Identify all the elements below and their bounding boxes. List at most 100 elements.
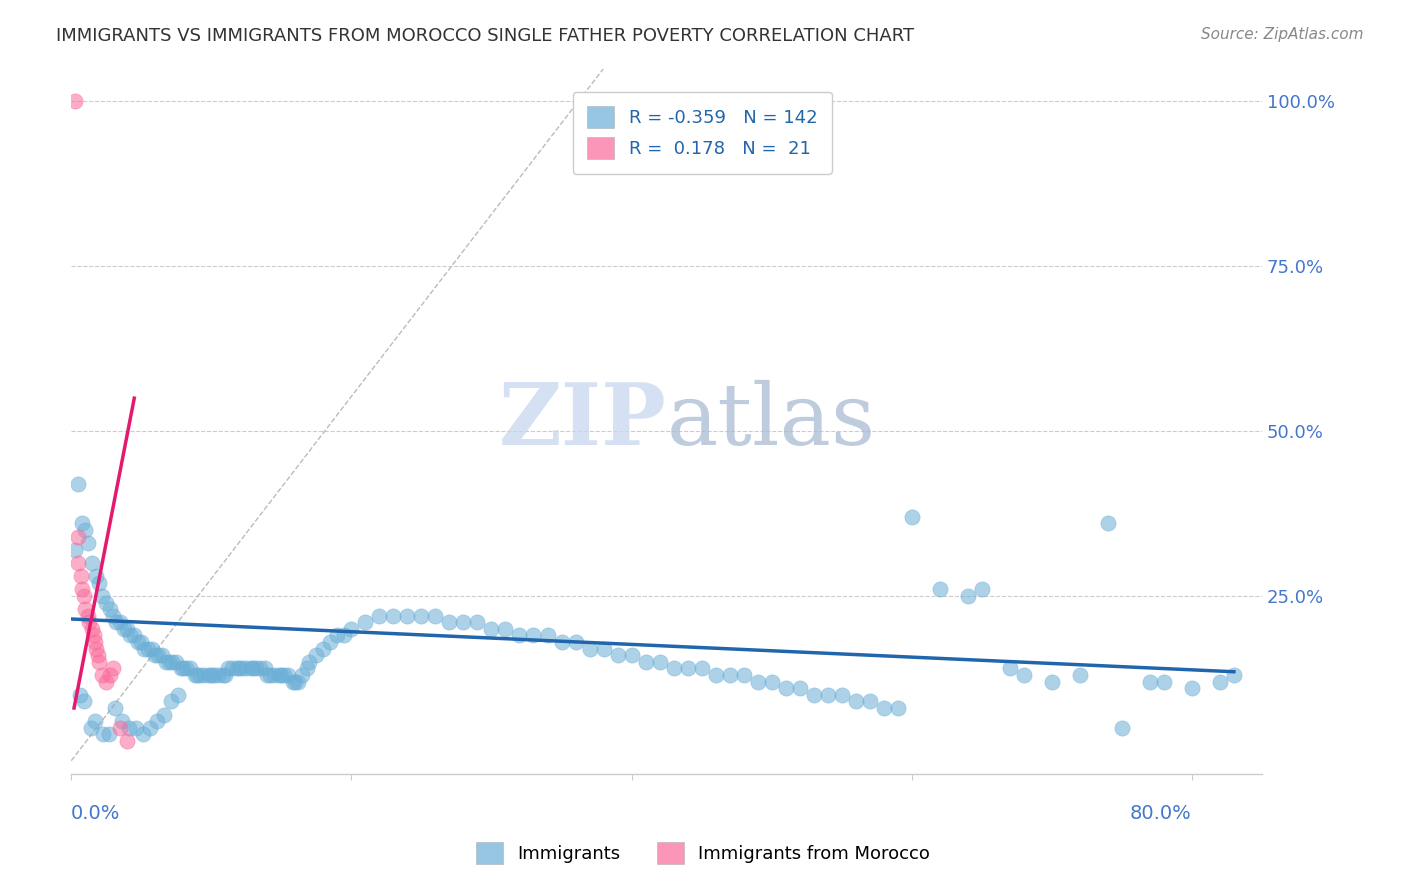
Point <box>89 655 111 669</box>
Point <box>564 635 586 649</box>
Point <box>75 602 97 616</box>
Point <box>193 668 215 682</box>
Point <box>845 694 868 708</box>
Point <box>312 641 335 656</box>
Point <box>263 668 285 682</box>
Point <box>998 661 1021 675</box>
Point <box>89 575 111 590</box>
Point <box>256 668 278 682</box>
Point <box>104 701 127 715</box>
Point <box>214 668 236 682</box>
Point <box>117 622 139 636</box>
Point <box>231 661 253 675</box>
Point <box>93 727 115 741</box>
Point <box>73 694 96 708</box>
Point <box>207 668 229 682</box>
Text: IMMIGRANTS VS IMMIGRANTS FROM MOROCCO SINGLE FATHER POVERTY CORRELATION CHART: IMMIGRANTS VS IMMIGRANTS FROM MOROCCO SI… <box>56 27 914 45</box>
Point <box>124 721 146 735</box>
Point <box>86 569 108 583</box>
Point <box>1111 721 1133 735</box>
Point <box>267 668 290 682</box>
Point <box>1012 668 1035 682</box>
Point <box>96 595 118 609</box>
Point <box>91 589 114 603</box>
Point <box>172 661 194 675</box>
Point <box>136 641 159 656</box>
Point <box>157 655 180 669</box>
Point <box>676 661 699 675</box>
Point <box>211 668 233 682</box>
Point <box>91 668 114 682</box>
Point <box>425 608 447 623</box>
Point <box>221 661 243 675</box>
Point <box>295 661 318 675</box>
Point <box>67 556 90 570</box>
Point <box>873 701 896 715</box>
Point <box>803 688 825 702</box>
Point <box>131 727 153 741</box>
Point <box>775 681 797 696</box>
Point <box>747 674 769 689</box>
Point <box>634 655 657 669</box>
Point <box>225 661 247 675</box>
Point <box>100 602 122 616</box>
Point <box>592 641 614 656</box>
Point <box>368 608 391 623</box>
Point <box>111 714 134 729</box>
Point <box>165 655 187 669</box>
Point <box>249 661 271 675</box>
Point <box>1223 668 1246 682</box>
Point <box>733 668 755 682</box>
Point <box>82 556 104 570</box>
Point <box>1040 674 1063 689</box>
Text: Source: ZipAtlas.com: Source: ZipAtlas.com <box>1201 27 1364 42</box>
Point <box>333 628 356 642</box>
Point <box>84 635 107 649</box>
Point <box>578 641 600 656</box>
Point <box>103 608 125 623</box>
Point <box>65 542 87 557</box>
Point <box>396 608 419 623</box>
Point <box>859 694 882 708</box>
Point <box>200 668 222 682</box>
Point <box>197 668 219 682</box>
Point <box>217 661 239 675</box>
Point <box>970 582 993 597</box>
Point <box>202 668 225 682</box>
Point <box>235 661 257 675</box>
Point <box>124 628 146 642</box>
Point <box>67 476 90 491</box>
Point <box>141 641 163 656</box>
Point <box>536 628 558 642</box>
Point <box>83 628 105 642</box>
Point <box>761 674 783 689</box>
Point <box>1097 516 1119 531</box>
Point <box>155 655 177 669</box>
Point <box>100 668 122 682</box>
Point <box>550 635 572 649</box>
Point <box>662 661 685 675</box>
Point <box>245 661 267 675</box>
Point <box>110 721 132 735</box>
Point <box>1153 674 1175 689</box>
Point <box>291 668 314 682</box>
Point <box>354 615 377 630</box>
Point <box>439 615 461 630</box>
Point <box>284 674 307 689</box>
Point <box>690 661 713 675</box>
Point <box>166 688 188 702</box>
Point <box>129 635 152 649</box>
Point <box>228 661 250 675</box>
Point <box>1069 668 1091 682</box>
Text: 80.0%: 80.0% <box>1130 805 1192 823</box>
Point <box>1209 674 1232 689</box>
Point <box>127 635 149 649</box>
Point <box>77 536 100 550</box>
Point <box>103 661 125 675</box>
Point <box>67 530 90 544</box>
Point <box>114 622 136 636</box>
Point <box>86 641 108 656</box>
Point <box>453 615 475 630</box>
Point <box>495 622 517 636</box>
Point <box>1181 681 1204 696</box>
